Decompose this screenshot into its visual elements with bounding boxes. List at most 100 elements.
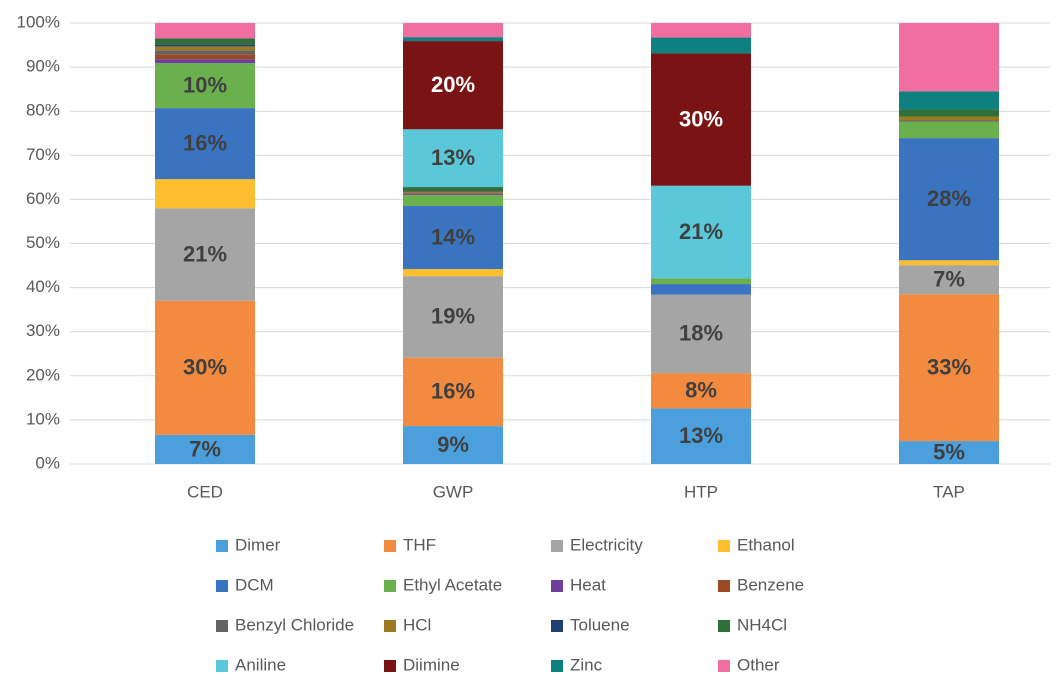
legend-swatch <box>551 660 563 672</box>
bar-segment <box>651 23 751 38</box>
legend-swatch <box>551 540 563 552</box>
bar-segment <box>651 373 751 409</box>
bar-segment <box>651 37 751 54</box>
y-tick-label: 40% <box>26 277 60 296</box>
bar-segment <box>899 121 999 139</box>
bar-segment <box>403 37 503 42</box>
legend-label: Heat <box>570 575 606 594</box>
value-label: 9% <box>437 432 469 457</box>
legend-label: Toluene <box>570 615 630 634</box>
x-tick-label: GWP <box>433 482 474 501</box>
bar-segment <box>651 278 751 285</box>
legend-label: Electricity <box>570 535 643 554</box>
value-label: 19% <box>431 304 475 329</box>
bar-segment <box>403 194 503 195</box>
value-label: 5% <box>933 439 965 464</box>
y-tick-label: 90% <box>26 57 60 76</box>
bar-segment <box>651 284 751 295</box>
legend-swatch <box>384 540 396 552</box>
bar-segment <box>403 206 503 270</box>
y-tick-label: 30% <box>26 321 60 340</box>
value-label: 21% <box>183 241 227 266</box>
bar-segment <box>155 434 255 464</box>
value-label: 18% <box>679 321 723 346</box>
y-tick-label: 50% <box>26 233 60 252</box>
legend-swatch <box>718 540 730 552</box>
y-tick-label: 80% <box>26 101 60 120</box>
bar-segment <box>899 138 999 261</box>
x-tick-label: TAP <box>933 482 965 501</box>
y-tick-label: 60% <box>26 189 60 208</box>
bar-segment <box>403 269 503 277</box>
legend-label: Ethanol <box>737 535 795 554</box>
legend-label: Zinc <box>570 655 603 674</box>
bar-segment <box>155 38 255 45</box>
bar-segment <box>155 63 255 109</box>
legend-label: Ethyl Acetate <box>403 575 502 594</box>
y-tick-label: 20% <box>26 365 60 384</box>
legend-label: HCl <box>403 615 431 634</box>
legend-label: Benzyl Chloride <box>235 615 354 634</box>
bar-segment <box>403 187 503 192</box>
legend-label: Benzene <box>737 575 804 594</box>
legend-label: THF <box>403 535 436 554</box>
bar-segment <box>651 408 751 464</box>
legend-swatch <box>551 620 563 632</box>
legend-swatch <box>384 620 396 632</box>
value-label: 16% <box>431 379 475 404</box>
value-label: 13% <box>431 145 475 170</box>
y-tick-label: 0% <box>35 453 60 472</box>
bar-segment <box>899 294 999 442</box>
bar-segment <box>155 300 255 435</box>
bar-segment <box>403 426 503 464</box>
value-label: 20% <box>431 72 475 97</box>
bar-segment <box>651 53 751 186</box>
bar-segment <box>651 294 751 374</box>
bar-segment <box>155 46 255 51</box>
bar-segment <box>899 116 999 121</box>
y-tick-label: 100% <box>17 12 60 31</box>
value-label: 33% <box>927 354 971 379</box>
bar-segment <box>403 193 503 195</box>
bar-segment <box>651 185 751 279</box>
bar-segment <box>899 260 999 266</box>
legend-label: NH4Cl <box>737 615 787 634</box>
value-label: 7% <box>933 266 965 291</box>
bar-segment <box>899 91 999 110</box>
legend-swatch <box>384 660 396 672</box>
value-label: 30% <box>183 355 227 380</box>
legend-swatch <box>551 580 563 592</box>
bar-segment <box>403 23 503 38</box>
legend-swatch <box>216 660 228 672</box>
bar-segment <box>155 54 255 60</box>
bar-segment <box>155 50 255 55</box>
x-tick-label: CED <box>187 482 223 501</box>
bar-segment <box>155 59 255 64</box>
legend-swatch <box>718 620 730 632</box>
legend-label: DCM <box>235 575 274 594</box>
legend-label: Dimer <box>235 535 281 554</box>
value-label: 7% <box>189 436 221 461</box>
bar-segment <box>403 192 503 194</box>
bar-segment <box>155 23 255 39</box>
y-tick-label: 70% <box>26 145 60 164</box>
legend-swatch <box>384 580 396 592</box>
value-label: 30% <box>679 106 723 131</box>
legend-swatch <box>216 620 228 632</box>
value-label: 14% <box>431 224 475 249</box>
bar-segment <box>403 194 503 207</box>
bar-segment <box>899 109 999 117</box>
legend-swatch <box>216 580 228 592</box>
bar-segment <box>403 191 503 193</box>
legend-swatch <box>718 660 730 672</box>
value-label: 16% <box>183 130 227 155</box>
bar-segment <box>899 265 999 295</box>
bar-segment <box>403 276 503 358</box>
y-tick-label: 10% <box>26 409 60 428</box>
legend-label: Diimine <box>403 655 460 674</box>
value-label: 13% <box>679 423 723 448</box>
bar-segment <box>403 357 503 427</box>
legend-swatch <box>718 580 730 592</box>
bar-segment <box>899 120 999 122</box>
